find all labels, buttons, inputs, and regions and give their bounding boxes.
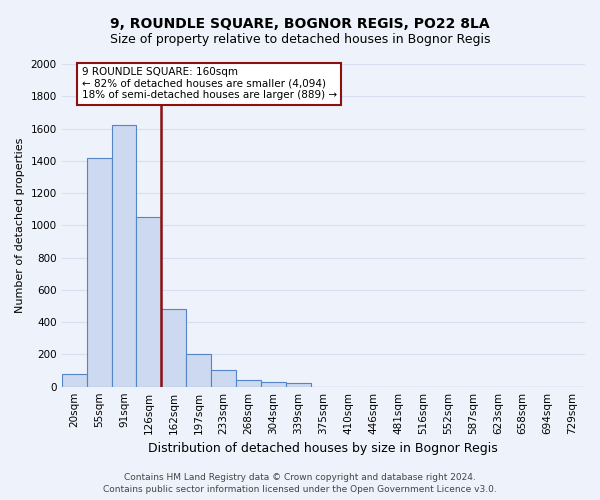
Text: Contains HM Land Registry data © Crown copyright and database right 2024.
Contai: Contains HM Land Registry data © Crown c… bbox=[103, 473, 497, 494]
Text: 9, ROUNDLE SQUARE, BOGNOR REGIS, PO22 8LA: 9, ROUNDLE SQUARE, BOGNOR REGIS, PO22 8L… bbox=[110, 18, 490, 32]
Bar bbox=[286, 384, 311, 386]
X-axis label: Distribution of detached houses by size in Bognor Regis: Distribution of detached houses by size … bbox=[148, 442, 498, 455]
Y-axis label: Number of detached properties: Number of detached properties bbox=[15, 138, 25, 313]
Bar bbox=[161, 309, 186, 386]
Text: Size of property relative to detached houses in Bognor Regis: Size of property relative to detached ho… bbox=[110, 32, 490, 46]
Text: 9 ROUNDLE SQUARE: 160sqm
← 82% of detached houses are smaller (4,094)
18% of sem: 9 ROUNDLE SQUARE: 160sqm ← 82% of detach… bbox=[82, 67, 337, 100]
Bar bbox=[261, 382, 286, 386]
Bar bbox=[136, 218, 161, 386]
Bar bbox=[112, 126, 136, 386]
Bar bbox=[211, 370, 236, 386]
Bar bbox=[62, 374, 86, 386]
Bar bbox=[186, 354, 211, 386]
Bar bbox=[86, 158, 112, 386]
Bar bbox=[236, 380, 261, 386]
